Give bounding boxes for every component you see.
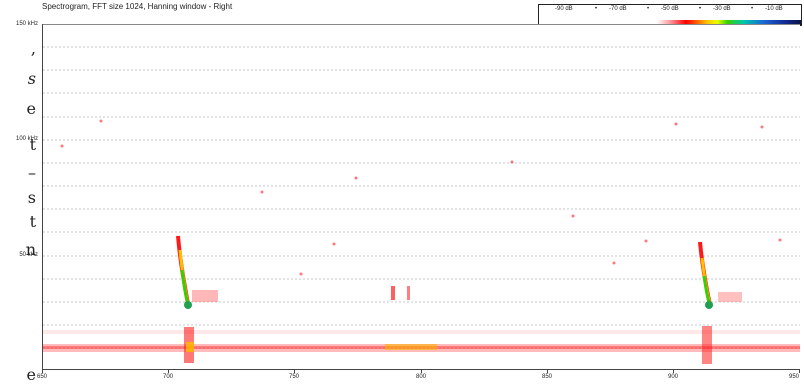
left-fragment: – [28,163,36,182]
middle-artifacts [385,286,437,350]
colorbar-dot: • [595,6,598,12]
colorbar-labels: -90 dB • -70 dB • -50 dB • -30 dB • -10 … [539,6,801,16]
x-tick-mark [547,370,548,373]
x-tick-mark [42,370,43,373]
left-fragment: s [27,188,36,207]
x-tick-label: 700 [162,374,173,380]
x-tick-label: 950 [788,374,799,380]
x-tick-mark [673,370,674,373]
horizontal-gridlines [43,46,800,349]
left-fragment: s [27,69,36,88]
x-tick-label: 850 [541,374,552,380]
x-tick-label: 650 [36,374,47,380]
x-tick-mark [294,370,295,373]
left-fragment: n [25,240,36,259]
x-tick-label: 900 [667,374,678,380]
colorbar-label: -30 dB [713,6,731,12]
x-tick-label: 800 [415,374,426,380]
x-tick-label: 750 [288,374,299,380]
colorbar-label: -10 dB [765,6,783,12]
y-tick-label: 150 kHz [15,21,38,27]
left-fragment: t [29,212,36,231]
x-tick-mark [799,370,800,373]
y-tick-label: 50 kHz [19,252,38,258]
colorbar-label: -50 dB [661,6,679,12]
speckles [60,119,782,276]
left-fragment: e [26,365,36,384]
plot-border-left [42,24,43,370]
plot-border-bottom [42,369,800,370]
colorbar-label: -90 dB [555,6,573,12]
colorbar-dot: • [699,6,702,12]
y-tick-label: 100 kHz [15,136,38,142]
plot-border-top [42,24,800,25]
colorbar-label: -70 dB [609,6,627,12]
left-fragment: t [29,135,36,154]
x-tick-mark [168,370,169,373]
left-fragment: e [26,99,36,118]
call-1 [176,235,218,363]
cropped-document-text: , s e t – s t n e [0,0,40,384]
left-fragment: , [30,39,36,58]
call-2 [698,241,742,364]
colorbar-gradient [539,20,801,25]
spectrogram-plot-area[interactable] [42,24,800,370]
colorbar-dot: • [647,6,650,12]
x-tick-mark [421,370,422,373]
spectrogram-title: Spectrogram, FFT size 1024, Hanning wind… [42,2,233,11]
colorbar-dot: • [751,6,754,12]
